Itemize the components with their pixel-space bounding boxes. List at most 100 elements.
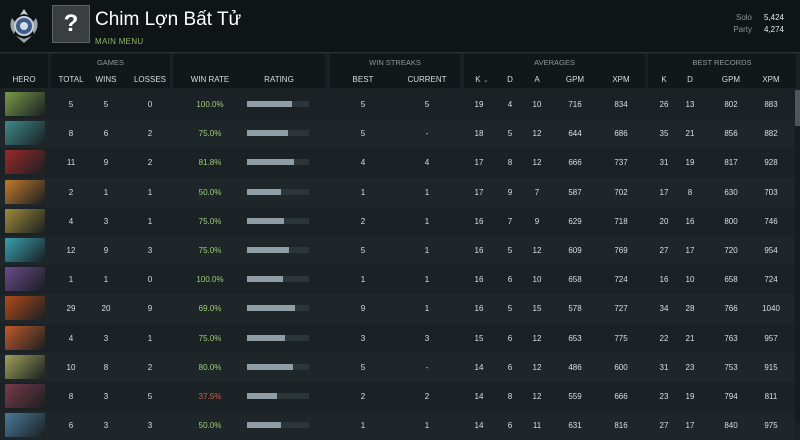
best-xpm-column-header[interactable]: XPM [762,75,780,84]
avg-assists-cell: 12 [532,158,542,168]
avg-kills-cell: 18 [474,129,484,139]
avg-deaths-cell: 8 [507,391,513,401]
avg-kills-cell: 16 [474,245,484,255]
best-kills-column-header[interactable]: K [661,75,667,84]
avg-kills-cell: 16 [474,216,484,226]
scrollbar[interactable] [795,90,800,422]
hero-portrait-icon[interactable] [5,296,45,321]
current-streak-cell: 2 [424,391,430,401]
rating-bar-fill [247,101,293,107]
hero-portrait-icon[interactable] [5,413,45,438]
avg-gpm-cell: 578 [568,304,582,314]
best-streak-column-header[interactable]: BEST [352,75,374,84]
rating-bar [247,276,309,283]
avg-assists-cell: 10 [532,275,542,285]
rating-bar-fill [247,188,282,195]
hero-portrait-icon[interactable] [5,383,45,408]
avg-xpm-column-header[interactable]: XPM [612,75,630,84]
hero-portrait-icon[interactable] [5,150,45,175]
win-rate-column-header[interactable]: WIN RATE [190,75,230,84]
best-gpm-cell: 753 [724,362,738,372]
win-rate-cell: 100.0% [196,100,224,109]
wins-column-header[interactable]: WINS [95,75,117,84]
avg-assists-cell: 11 [532,421,542,431]
avg-assists-column-header[interactable]: A [534,75,540,84]
avg-deaths-cell: 6 [507,362,513,372]
avg-xpm-cell: 666 [614,391,628,401]
current-streak-column-header[interactable]: CURRENT [407,75,447,84]
table-row[interactable]: 8 6 2 75.0% 5 - 18 5 12 644 686 35 21 856 882 [0,119,794,149]
avg-assists-cell: 15 [532,304,542,314]
best-gpm-column-header[interactable]: GPM [721,75,741,84]
best-gpm-cell: 794 [724,391,738,401]
win-rate-cell: 80.0% [198,362,222,372]
rating-column-header[interactable]: RATING [264,75,294,84]
avg-gpm-column-header[interactable]: GPM [565,75,585,84]
table-row[interactable]: 8 3 5 37.5% 2 2 14 8 12 559 666 23 19 794 811 [0,382,794,411]
win-rate-cell: 50.0% [198,187,222,197]
best-streak-cell: 1 [360,421,366,431]
table-row[interactable]: 4 3 1 75.0% 3 3 15 6 12 653 775 22 21 763 957 [0,324,794,353]
avg-xpm-cell: 727 [614,304,628,314]
best-xpm-cell: 915 [764,362,778,372]
current-streak-cell: 3 [424,333,430,343]
table-row[interactable]: 12 9 3 75.0% 5 1 16 5 12 609 769 27 17 720 954 [0,235,794,266]
table-row[interactable]: 1 1 0 100.0% 1 1 16 6 10 658 724 16 10 658 724 [0,265,794,294]
hero-stats-table: 5 5 0 100.0% 5 5 19 4 10 716 834 26 13 802 883 8 6 2 75.0%… [0,90,794,440]
hero-column-header[interactable]: HERO [12,75,36,84]
avatar[interactable]: ? [52,5,90,43]
hero-portrait-icon[interactable] [5,354,45,379]
table-row[interactable]: 29 20 9 69.0% 9 1 16 5 15 578 727 34 28 766 1040 [0,294,794,324]
avg-kills-column-header[interactable]: K ⌄ [470,75,494,84]
hero-portrait-icon[interactable] [5,121,45,146]
scrollbar-thumb[interactable] [795,90,800,126]
best-deaths-cell: 28 [685,304,695,314]
wins-cell: 1 [103,275,109,285]
losses-cell: 0 [147,275,153,285]
losses-cell: 0 [147,100,153,109]
best-xpm-cell: 883 [764,100,778,109]
table-row[interactable]: 10 8 2 80.0% 5 - 14 6 12 486 600 31 23 753 915 [0,352,794,382]
rating-bar-fill [247,305,296,312]
avg-xpm-cell: 724 [614,275,628,285]
hero-portrait-icon[interactable] [5,179,45,204]
total-column-header[interactable]: TOTAL [58,75,84,84]
best-xpm-cell: 703 [764,187,778,197]
table-row[interactable]: 2 1 1 50.0% 1 1 17 9 7 587 702 17 8 630 703 [0,177,794,207]
table-row[interactable]: 5 5 0 100.0% 5 5 19 4 10 716 834 26 13 802 883 [0,90,794,119]
avg-xpm-cell: 686 [614,129,628,139]
hero-portrait-icon[interactable] [5,267,45,292]
best-streak-cell: 4 [360,158,366,168]
main-menu-link[interactable]: MAIN MENU [95,37,144,46]
hero-portrait-icon[interactable] [5,208,45,233]
rating-bar-fill [247,217,285,224]
avg-kills-cell: 16 [474,275,484,285]
avg-xpm-cell: 775 [614,333,628,343]
current-streak-cell: - [425,362,429,372]
best-kills-cell: 27 [659,245,669,255]
hero-portrait-icon[interactable] [5,325,45,350]
avg-assists-cell: 12 [532,391,542,401]
hero-portrait-icon[interactable] [5,92,45,116]
avg-xpm-cell: 737 [614,158,628,168]
best-xpm-cell: 975 [764,421,778,431]
best-xpm-cell: 882 [764,129,778,139]
rating-bar-fill [247,130,288,137]
rating-bar [247,101,309,107]
best-kills-cell: 34 [659,304,669,314]
rating-bar [247,363,309,370]
avg-deaths-cell: 8 [507,158,513,168]
best-deaths-column-header[interactable]: D [687,75,693,84]
avg-deaths-column-header[interactable]: D [507,75,513,84]
avg-gpm-cell: 631 [568,421,582,431]
avatar-placeholder-glyph: ? [63,10,79,37]
table-row[interactable]: 6 3 3 50.0% 1 1 14 6 11 631 816 27 17 840 975 [0,411,794,440]
hero-portrait-icon[interactable] [5,237,45,262]
avg-deaths-cell: 6 [507,275,513,285]
losses-column-header[interactable]: LOSSES [133,75,166,84]
avg-kills-cell: 17 [474,187,484,197]
losses-cell: 9 [147,304,153,314]
table-row[interactable]: 11 9 2 81.8% 4 4 17 8 12 666 737 31 19 817 928 [0,148,794,177]
best-deaths-cell: 8 [687,187,693,197]
table-row[interactable]: 4 3 1 75.0% 2 1 16 7 9 629 718 20 16 800 746 [0,207,794,236]
